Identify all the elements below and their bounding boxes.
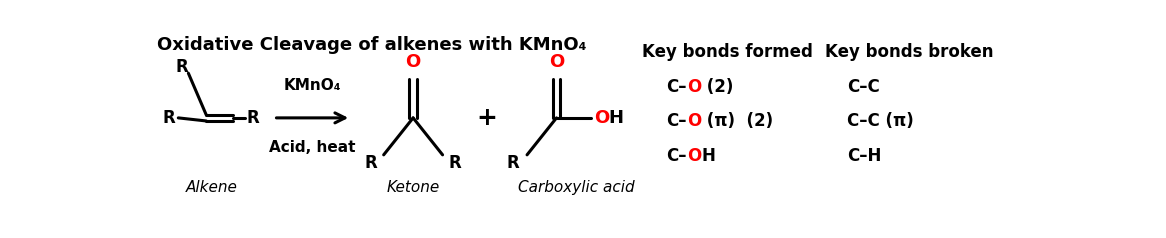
Text: C–: C– [667,147,687,165]
Text: Alkene: Alkene [185,180,238,195]
Text: O: O [406,54,421,71]
Text: R: R [176,58,189,76]
Text: C–: C– [667,112,687,130]
Text: C–H: C–H [848,147,881,165]
Text: Carboxylic acid: Carboxylic acid [518,180,634,195]
Text: C–C: C–C [848,78,880,96]
Text: Key bonds broken: Key bonds broken [824,43,993,61]
Text: O: O [593,109,609,127]
Text: R: R [449,154,462,172]
Text: (π)  (2): (π) (2) [701,112,773,130]
Text: R: R [365,154,378,172]
Text: KMnO₄: KMnO₄ [283,78,342,93]
Text: Key bonds formed: Key bonds formed [641,43,813,61]
Text: O: O [549,54,564,71]
Text: C–: C– [667,78,687,96]
Text: +: + [477,106,497,130]
Text: R: R [162,109,175,127]
Text: C–C (π): C–C (π) [848,112,914,130]
Text: R: R [246,109,259,127]
Text: Ketone: Ketone [386,180,440,195]
Text: Oxidative Cleavage of alkenes with KMnO₄: Oxidative Cleavage of alkenes with KMnO₄ [157,36,586,54]
Text: R: R [507,154,520,172]
Text: O: O [687,78,701,96]
Text: O: O [687,112,701,130]
Text: H: H [701,147,715,165]
Text: O: O [687,147,701,165]
Text: (2): (2) [701,78,733,96]
Text: Acid, heat: Acid, heat [269,140,356,155]
Text: H: H [609,109,624,127]
